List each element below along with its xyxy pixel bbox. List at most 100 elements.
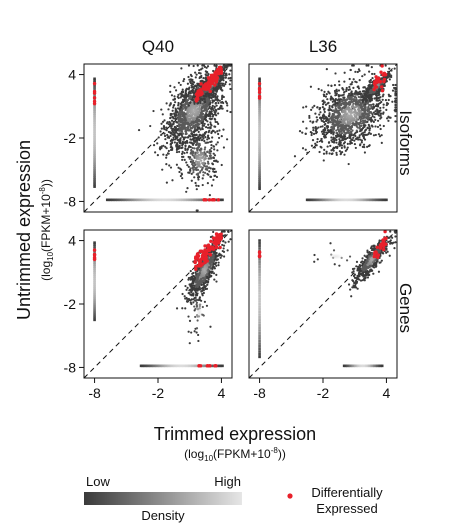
data-point — [325, 150, 328, 153]
strip-point — [93, 132, 96, 135]
strip-point — [258, 99, 261, 103]
data-point — [181, 135, 184, 138]
data-point — [317, 87, 320, 91]
data-point — [177, 93, 180, 96]
strip-point — [326, 198, 329, 202]
de-point — [206, 76, 211, 80]
data-point — [372, 103, 375, 106]
facet-title-col-1: L36 — [309, 37, 337, 56]
data-point — [190, 123, 193, 127]
data-point — [215, 273, 218, 276]
data-point — [194, 181, 197, 185]
data-point — [352, 64, 355, 67]
data-point — [326, 126, 329, 130]
data-point — [170, 94, 174, 97]
de-point — [213, 83, 217, 87]
data-point — [167, 123, 170, 126]
data-point — [171, 127, 175, 130]
data-point — [205, 275, 209, 279]
data-point — [184, 297, 187, 300]
data-point — [380, 141, 383, 144]
data-point — [224, 65, 227, 68]
strip-point — [93, 117, 96, 121]
strip-point — [93, 86, 96, 90]
panel-q40-genes: 4-2-8-8 -2 4 — [64, 229, 233, 401]
data-point — [180, 67, 183, 70]
strip-point — [189, 198, 193, 202]
strip-point — [107, 198, 111, 202]
data-point — [337, 106, 340, 109]
data-point — [193, 102, 196, 105]
data-point — [359, 118, 362, 121]
panel-plot-area — [84, 64, 232, 212]
strip-point — [93, 130, 96, 134]
data-point — [171, 147, 174, 150]
data-point — [206, 141, 210, 144]
strip-point — [93, 154, 96, 157]
data-point — [323, 108, 326, 111]
data-point — [165, 181, 168, 184]
strip-point — [380, 198, 384, 202]
data-point — [190, 121, 193, 124]
data-point — [194, 168, 197, 171]
strip-point — [120, 198, 124, 202]
data-point — [186, 95, 189, 98]
data-point — [358, 130, 362, 133]
data-point — [315, 116, 318, 119]
data-point — [212, 109, 215, 112]
data-point — [202, 77, 205, 80]
strip-point — [319, 198, 322, 202]
data-point — [338, 131, 341, 134]
data-point — [212, 152, 215, 155]
strip-point — [329, 198, 332, 202]
data-point — [167, 108, 170, 111]
data-point — [382, 103, 385, 106]
data-point — [212, 156, 215, 159]
strip-point — [93, 152, 96, 156]
strip-point — [93, 104, 96, 108]
data-point — [193, 276, 196, 279]
data-point — [213, 167, 216, 171]
data-point — [323, 127, 326, 130]
strip-point — [147, 198, 151, 202]
data-point — [191, 272, 194, 275]
data-point — [371, 76, 374, 80]
data-point — [227, 230, 230, 233]
data-point — [215, 114, 218, 117]
data-point — [364, 133, 367, 136]
data-point — [353, 92, 356, 95]
data-point — [186, 82, 190, 85]
data-point — [200, 290, 203, 293]
data-point — [215, 104, 218, 107]
data-point — [325, 67, 328, 71]
de-point — [373, 84, 378, 89]
data-point — [363, 73, 366, 76]
de-point — [209, 73, 214, 78]
data-point — [204, 92, 207, 96]
strip-point — [154, 198, 157, 202]
data-point — [224, 234, 227, 237]
de-point — [257, 81, 262, 86]
data-point — [365, 116, 369, 119]
strip-point — [167, 198, 171, 202]
strip-point — [258, 137, 261, 140]
data-point — [195, 184, 198, 187]
data-point — [323, 148, 326, 151]
data-point — [330, 136, 333, 139]
data-point — [180, 90, 184, 93]
strip-point — [313, 198, 316, 202]
data-point — [370, 84, 373, 87]
data-point — [370, 97, 373, 101]
data-point — [196, 84, 199, 87]
data-point — [204, 126, 208, 129]
data-point — [336, 109, 339, 113]
y-tick-label: 4 — [68, 67, 76, 83]
data-point — [206, 283, 209, 286]
data-point — [186, 286, 189, 290]
data-point — [373, 97, 376, 100]
data-point — [181, 128, 184, 131]
data-point — [390, 69, 393, 72]
data-point — [162, 153, 165, 156]
data-point — [206, 103, 209, 107]
